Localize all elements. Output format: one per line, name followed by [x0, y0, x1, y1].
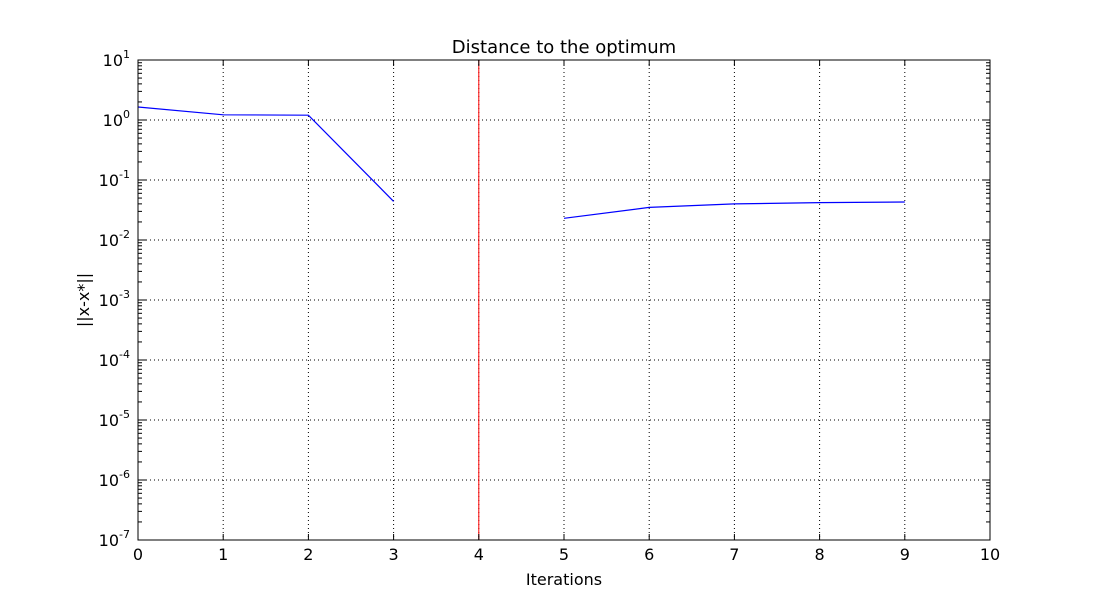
x-tick-label: 0	[133, 545, 143, 564]
series-line-segment	[137, 106, 395, 202]
x-tick-label: 8	[815, 545, 825, 564]
y-tick-label: 100	[103, 108, 130, 130]
y-tick-label: 10-5	[99, 408, 130, 430]
x-tick-label: 5	[559, 545, 569, 564]
axis-ticks: 0 1 2 3 4 5 6 7 8 9 10 10-7 10-6 10-5 10-4 10-3 10-2 10-1…	[99, 48, 1001, 564]
x-axis-label: Iterations	[526, 570, 602, 589]
x-tick-label: 10	[980, 545, 1000, 564]
y-tick-label: 10-3	[99, 288, 130, 310]
x-tick-label: 4	[474, 545, 484, 564]
x-tick-label: 1	[218, 545, 228, 564]
series-line-segment	[563, 201, 905, 219]
y-tick-label: 10-1	[99, 168, 130, 190]
y-tick-label: 10-4	[99, 348, 130, 370]
x-tick-label: 6	[644, 545, 654, 564]
chart-title: Distance to the optimum	[452, 37, 676, 58]
x-tick-label: 3	[389, 545, 399, 564]
x-tick-label: 9	[900, 545, 910, 564]
y-axis-label: ||x-x*||	[74, 273, 93, 327]
plot-area	[137, 60, 905, 540]
grid	[138, 60, 990, 540]
y-tick-label: 101	[103, 48, 130, 70]
y-tick-label: 10-2	[99, 228, 130, 250]
y-tick-label: 10-6	[99, 468, 130, 490]
x-tick-label: 2	[303, 545, 313, 564]
x-tick-label: 7	[729, 545, 739, 564]
y-tick-label: 10-7	[99, 528, 130, 550]
